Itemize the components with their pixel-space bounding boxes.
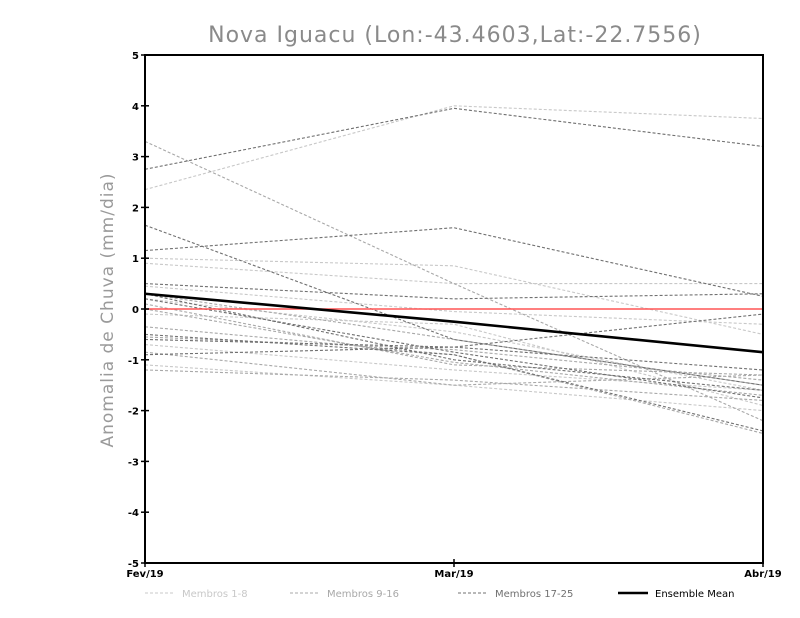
series-line-group2-member6	[144, 326, 764, 434]
legend-label-group2: Membros 9-16	[327, 589, 399, 600]
y-tick-label: -4	[128, 508, 139, 519]
x-tick-label: Abr/19	[744, 569, 781, 580]
series-line-group1-member2	[144, 257, 764, 335]
y-tick-label: 1	[132, 254, 139, 265]
series-line-group3-member9	[144, 298, 764, 399]
y-tick-label: 5	[132, 51, 139, 62]
y-tick-label: 3	[132, 153, 139, 164]
series-line-group3-member1	[144, 107, 764, 170]
series-line-group2-member8	[144, 351, 764, 386]
series-line-group3-member6	[144, 313, 764, 348]
legend-label-ensemble-mean: Ensemble Mean	[655, 589, 734, 600]
legend-label-group1: Membros 1-8	[182, 589, 248, 600]
series-line-group1-member4	[144, 298, 764, 391]
legend: Membros 1-8 Membros 9-16 Membros 17-25 Ense…	[145, 589, 734, 600]
series-line-group2-member4	[144, 369, 764, 401]
y-tick-label: -2	[128, 407, 139, 418]
ensemble-mean-line	[144, 292, 764, 354]
y-tick-label: 2	[132, 203, 139, 214]
series-line-group2-member7	[144, 308, 764, 396]
y-tick-label: -1	[128, 356, 139, 367]
plot-area: -5 -4 -3 -2 -1 0 1 2 3 4 5 Fev/19 Mar/19 Abr/19	[126, 51, 781, 580]
series-line-group1-member6	[144, 344, 764, 391]
chart-title: Nova Iguacu (Lon:-43.4603,Lat:-22.7556)	[208, 23, 702, 48]
legend-label-group3: Membros 17-25	[495, 589, 573, 600]
series-line-group3-member5	[144, 293, 764, 391]
series-line-group1-member7	[144, 364, 764, 412]
y-tick-label: 0	[132, 305, 139, 316]
series-line-group3-member4	[144, 283, 764, 300]
series-line-group2-member1	[144, 140, 764, 422]
series-line-group2-member5	[144, 303, 764, 376]
series-line-group1-member3	[144, 262, 763, 285]
x-tick-label: Fev/19	[126, 569, 163, 580]
y-tick-label: -5	[128, 559, 139, 570]
x-tick-label: Mar/19	[434, 569, 473, 580]
series-line-group3-member7	[144, 333, 764, 432]
y-tick-label: 4	[132, 102, 139, 113]
series-line-group1-member1	[144, 105, 764, 191]
series-line-group1-member8	[144, 285, 764, 325]
series-line-group3-member2	[144, 227, 764, 297]
y-axis-label: Anomalia de Chuva (mm/dia)	[98, 172, 118, 447]
series-line-group3-member8	[144, 346, 764, 371]
series-line-group3-member3	[144, 224, 764, 386]
y-tick-label: -3	[128, 457, 139, 468]
